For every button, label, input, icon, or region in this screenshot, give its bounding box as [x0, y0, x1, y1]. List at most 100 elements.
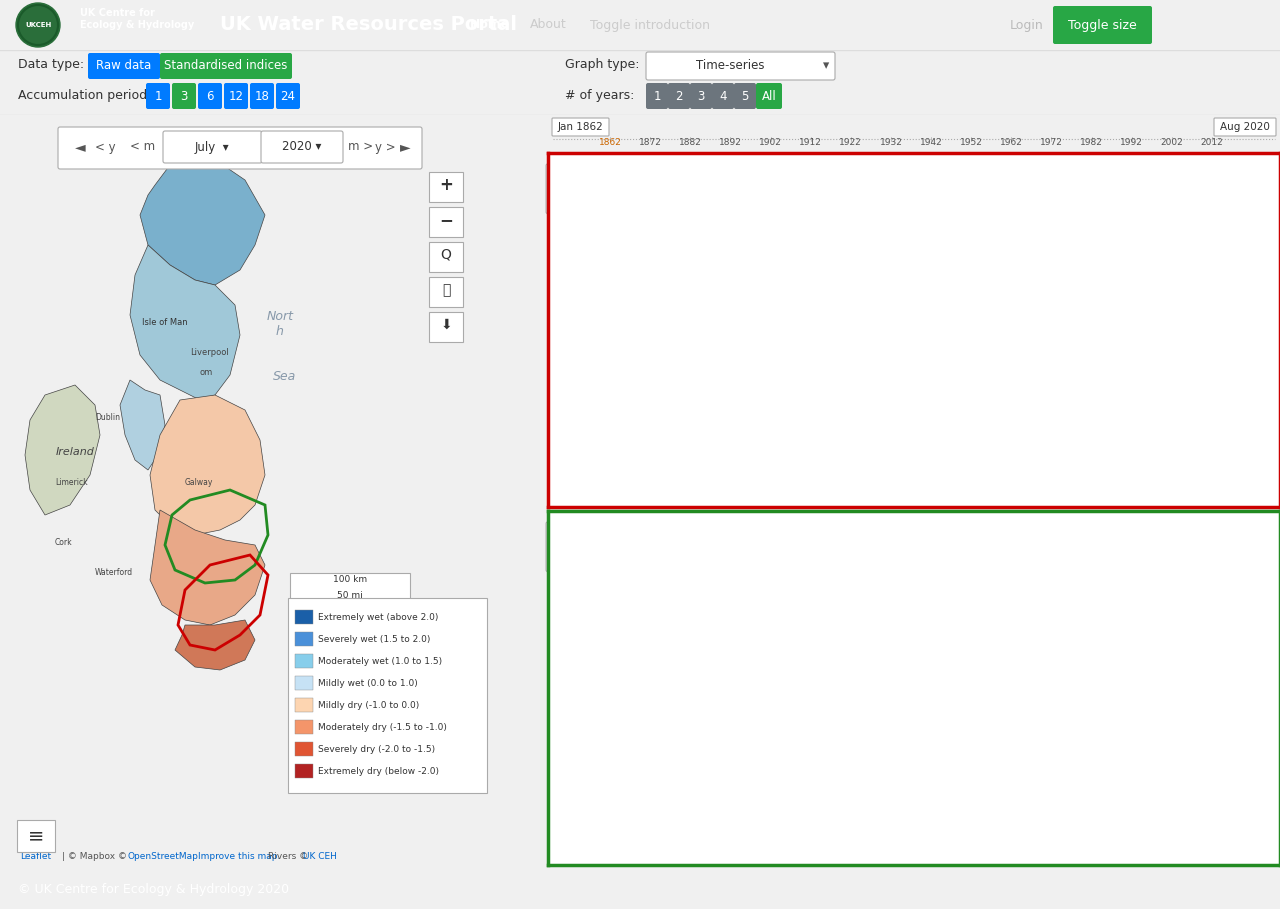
FancyBboxPatch shape	[294, 698, 314, 712]
Text: i: i	[594, 184, 596, 194]
FancyBboxPatch shape	[756, 83, 782, 109]
Text: UK Water Resources Portal: UK Water Resources Portal	[220, 15, 517, 35]
FancyBboxPatch shape	[429, 172, 463, 202]
Text: Data type:: Data type:	[18, 58, 84, 72]
FancyBboxPatch shape	[17, 820, 55, 852]
Text: OpenStreetMap: OpenStreetMap	[128, 852, 198, 861]
Text: 1892: 1892	[719, 138, 742, 147]
Text: # of years:: # of years:	[564, 88, 635, 102]
FancyBboxPatch shape	[294, 720, 314, 734]
FancyBboxPatch shape	[294, 676, 314, 690]
FancyBboxPatch shape	[172, 83, 196, 109]
Text: 1872: 1872	[639, 138, 662, 147]
Text: ◄: ◄	[76, 140, 86, 154]
FancyBboxPatch shape	[690, 83, 712, 109]
Text: 4: 4	[719, 89, 727, 103]
Text: 5: 5	[741, 89, 749, 103]
FancyBboxPatch shape	[291, 573, 410, 605]
FancyBboxPatch shape	[668, 83, 690, 109]
Ellipse shape	[15, 3, 60, 47]
FancyBboxPatch shape	[58, 127, 422, 169]
Text: Toggle size: Toggle size	[1068, 18, 1137, 32]
Text: Ireland: Ireland	[55, 447, 95, 457]
Text: i: i	[594, 542, 596, 552]
Text: 18: 18	[255, 89, 269, 103]
FancyBboxPatch shape	[646, 83, 668, 109]
Text: UK CEH: UK CEH	[303, 852, 337, 861]
Text: Graph type:: Graph type:	[564, 58, 640, 72]
FancyBboxPatch shape	[88, 53, 160, 79]
FancyBboxPatch shape	[288, 598, 486, 793]
Text: X: X	[563, 184, 570, 194]
Text: Extremely wet (above 2.0): Extremely wet (above 2.0)	[317, 613, 438, 622]
Text: Q: Q	[440, 248, 452, 262]
FancyBboxPatch shape	[250, 83, 274, 109]
Text: 6: 6	[206, 89, 214, 103]
Text: Cork: Cork	[55, 538, 73, 547]
FancyBboxPatch shape	[160, 53, 292, 79]
Text: Raw data: Raw data	[96, 59, 151, 73]
Text: ▾: ▾	[823, 59, 829, 73]
Text: Sea: Sea	[274, 370, 297, 383]
Polygon shape	[215, 137, 236, 150]
Text: © UK Centre for Ecology & Hydrology 2020: © UK Centre for Ecology & Hydrology 2020	[18, 883, 289, 895]
Text: Extremely dry (below -2.0): Extremely dry (below -2.0)	[317, 766, 439, 775]
FancyBboxPatch shape	[646, 52, 835, 80]
Text: SPI IHU area catchment: Thames (39): SPI IHU area catchment: Thames (39)	[600, 169, 897, 183]
FancyBboxPatch shape	[552, 118, 609, 136]
Text: 1952: 1952	[960, 138, 983, 147]
Text: Moderately wet (1.0 to 1.5): Moderately wet (1.0 to 1.5)	[317, 656, 442, 665]
Text: About: About	[530, 18, 567, 32]
Polygon shape	[150, 395, 265, 535]
Text: July  ▾: July ▾	[195, 141, 229, 154]
Text: 2: 2	[676, 89, 682, 103]
Text: 1982: 1982	[1080, 138, 1103, 147]
FancyBboxPatch shape	[429, 277, 463, 307]
Text: Dublin: Dublin	[95, 413, 120, 422]
Text: Limerick: Limerick	[55, 478, 87, 487]
Text: Waterford: Waterford	[95, 568, 133, 577]
Text: Aug 2020: Aug 2020	[1220, 122, 1270, 132]
Text: Mildly dry (-1.0 to 0.0): Mildly dry (-1.0 to 0.0)	[317, 701, 420, 710]
FancyBboxPatch shape	[1053, 6, 1152, 44]
Text: 1922: 1922	[840, 138, 863, 147]
Text: Isle of Man: Isle of Man	[142, 318, 188, 327]
Text: 1972: 1972	[1041, 138, 1062, 147]
Text: Home: Home	[470, 18, 511, 32]
Text: Mildly wet (0.0 to 1.0): Mildly wet (0.0 to 1.0)	[317, 678, 417, 687]
FancyBboxPatch shape	[576, 163, 616, 215]
Text: SPI IHU area catchment: Severn (54): SPI IHU area catchment: Severn (54)	[600, 527, 891, 541]
Text: 50 mi: 50 mi	[337, 591, 362, 600]
Text: Severely wet (1.5 to 2.0): Severely wet (1.5 to 2.0)	[317, 634, 430, 644]
Text: ≡: ≡	[28, 826, 45, 845]
Text: Login: Login	[1010, 18, 1043, 32]
Text: Nort
h: Nort h	[266, 310, 293, 338]
FancyBboxPatch shape	[294, 764, 314, 778]
Text: om: om	[200, 368, 214, 377]
Text: 12: 12	[229, 89, 243, 103]
FancyBboxPatch shape	[547, 521, 586, 573]
Text: 1902: 1902	[759, 138, 782, 147]
Text: Leaflet: Leaflet	[20, 852, 51, 861]
Text: < y: < y	[95, 141, 115, 154]
Text: 2002: 2002	[1161, 138, 1183, 147]
Text: 2012: 2012	[1201, 138, 1224, 147]
FancyBboxPatch shape	[261, 131, 343, 163]
Text: 1: 1	[653, 89, 660, 103]
Text: Rivers ©: Rivers ©	[268, 852, 308, 861]
Text: 1932: 1932	[879, 138, 902, 147]
Text: | © Mapbox ©: | © Mapbox ©	[61, 852, 127, 861]
Text: Galway: Galway	[186, 478, 214, 487]
FancyBboxPatch shape	[294, 654, 314, 668]
Text: UKCEH: UKCEH	[24, 22, 51, 28]
Text: 1962: 1962	[1000, 138, 1023, 147]
Text: © UKCE↑: © UKCE↑	[1228, 800, 1263, 809]
Text: 1912: 1912	[799, 138, 822, 147]
FancyBboxPatch shape	[576, 521, 616, 573]
Text: ►: ►	[399, 140, 411, 154]
Text: Toggle introduction: Toggle introduction	[590, 18, 710, 32]
FancyBboxPatch shape	[294, 632, 314, 646]
FancyBboxPatch shape	[429, 312, 463, 342]
Text: 1: 1	[155, 89, 161, 103]
Text: Severely dry (-2.0 to -1.5): Severely dry (-2.0 to -1.5)	[317, 744, 435, 754]
